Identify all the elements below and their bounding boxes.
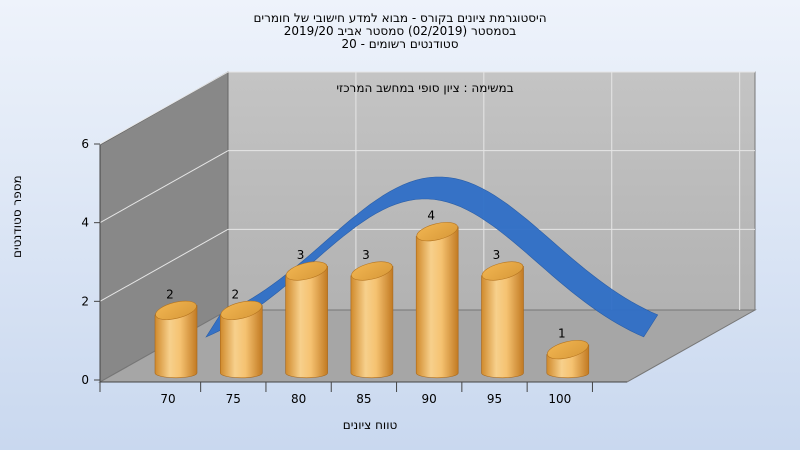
bar-top-100 (547, 340, 589, 360)
gridline-side-1 (99, 228, 229, 302)
bar-body-80 (285, 265, 328, 379)
y-axis-title: מספר סטודנטים (10, 175, 24, 258)
chart-title-line-3: סטודנטים רשומים - 20 (341, 37, 459, 51)
bar-body-90 (415, 226, 459, 379)
x-axis-title: טווח ציונים (342, 418, 398, 432)
bar-body-95 (481, 265, 524, 379)
distribution-curve (205, 176, 659, 338)
gridlines (99, 71, 755, 310)
bar-top-70 (155, 300, 197, 320)
data-label-80: 3 (297, 248, 305, 262)
bar-body-75 (220, 305, 263, 379)
curve-layer (205, 176, 659, 338)
chart-title-line-1: היסטוגרמת ציונים בקורס - מבוא למדע חישוב… (253, 11, 547, 25)
bar-80 (285, 261, 328, 379)
bar-90 (415, 222, 459, 379)
y-tick-label-0: 0 (81, 373, 89, 387)
gridline-side-3 (99, 71, 229, 145)
bar-top-75 (220, 300, 263, 320)
data-label-100: 1 (558, 327, 566, 341)
axes: 0 2 4 6 70 75 80 85 90 95 100 (81, 137, 627, 406)
data-label-70: 2 (166, 287, 174, 301)
bar-top-95 (481, 261, 524, 281)
x-tick-label-90: 90 (422, 392, 437, 406)
y-tick-label-2: 4 (81, 216, 89, 230)
bar-100 (546, 340, 590, 379)
bar-75 (220, 300, 263, 379)
bars (154, 222, 590, 379)
chart-title-line-2: בסמסטר (02/2019) סמסטר אביב 2019/20 (283, 24, 517, 38)
bar-70 (154, 300, 198, 379)
gridline-side-2 (99, 150, 229, 224)
x-tick-label-70: 70 (160, 392, 175, 406)
bar-85 (350, 261, 394, 379)
data-label-85: 3 (362, 248, 370, 262)
data-label-95: 3 (493, 248, 501, 262)
bar-body-70 (154, 305, 198, 379)
bar-top-80 (285, 261, 328, 281)
data-label-75: 2 (231, 287, 239, 301)
bar-95 (481, 261, 524, 379)
data-label-90: 4 (427, 209, 435, 223)
x-tick-label-80: 80 (291, 392, 306, 406)
labels: 2 2 3 3 4 3 1 (166, 209, 565, 341)
x-tick-label-100: 100 (548, 392, 571, 406)
x-tick-label-75: 75 (226, 392, 241, 406)
chart-subtitle: במשימה : ציון סופי במחשב המרכזי (336, 81, 513, 95)
y-tick-label-1: 2 (81, 294, 89, 308)
bar-body-85 (350, 265, 394, 379)
y-tick-label-3: 6 (81, 137, 89, 151)
x-tick-label-85: 85 (356, 392, 371, 406)
bar-top-85 (351, 261, 393, 281)
x-tick-label-95: 95 (487, 392, 502, 406)
bar-top-90 (416, 222, 458, 242)
